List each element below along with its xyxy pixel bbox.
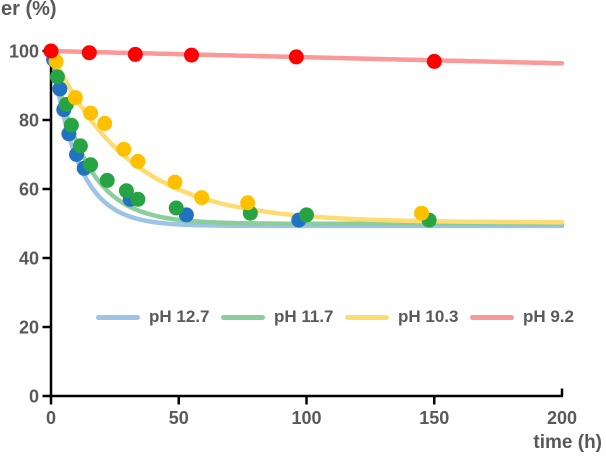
y-tick-label: 80 bbox=[19, 111, 39, 131]
legend-item-ph-10-3: pH 10.3 bbox=[345, 307, 458, 327]
data-point-ph-11-7 bbox=[72, 138, 88, 154]
legend-line-swatch bbox=[96, 314, 140, 320]
legend-line-swatch bbox=[469, 314, 514, 320]
y-tick-label: 20 bbox=[19, 318, 39, 338]
legend-item-ph-12-7: pH 12.7 bbox=[96, 307, 209, 327]
data-point-ph-10-3 bbox=[130, 153, 146, 169]
legend-label: pH 12.7 bbox=[149, 307, 210, 326]
data-point-ph-10-3 bbox=[194, 190, 210, 206]
legend-line-swatch bbox=[220, 314, 265, 320]
legend-line-swatch bbox=[345, 314, 389, 320]
data-point-ph-10-3 bbox=[97, 115, 113, 131]
data-point-ph-10-3 bbox=[67, 90, 83, 106]
x-tick-label: 0 bbox=[46, 408, 56, 428]
data-point-ph-10-3 bbox=[414, 205, 429, 221]
trend-line-ph-9-2 bbox=[48, 48, 565, 66]
y-axis-title: er (%) bbox=[1, 0, 57, 20]
data-point-ph-11-7 bbox=[299, 207, 314, 223]
y-tick-label: 100 bbox=[9, 42, 39, 62]
data-point-ph-11-7 bbox=[83, 157, 99, 173]
legend-label: pH 9.2 bbox=[522, 307, 574, 326]
y-tick-label: 60 bbox=[19, 180, 39, 200]
legend-label: pH 11.7 bbox=[273, 307, 334, 326]
x-tick-label: 100 bbox=[291, 408, 321, 428]
data-point-ph-9-2 bbox=[127, 46, 143, 62]
data-point-ph-11-7 bbox=[99, 172, 115, 188]
legend: pH 12.7 pH 11.7 pH 10.3 pH 9.2 bbox=[96, 306, 574, 328]
data-point-ph-11-7 bbox=[168, 200, 184, 216]
x-axis-title: time (h) bbox=[533, 432, 602, 453]
x-tick-label: 150 bbox=[419, 408, 449, 428]
y-tick-label: 40 bbox=[19, 249, 39, 269]
data-point-ph-9-2 bbox=[184, 47, 199, 63]
data-point-ph-9-2 bbox=[81, 45, 97, 61]
data-point-ph-11-7 bbox=[118, 183, 134, 199]
data-point-ph-11-7 bbox=[63, 117, 79, 133]
data-point-ph-9-2 bbox=[426, 53, 442, 69]
legend-label: pH 10.3 bbox=[398, 307, 459, 326]
y-tick-label: 0 bbox=[29, 387, 39, 407]
data-point-ph-10-3 bbox=[167, 174, 183, 190]
x-tick-label: 50 bbox=[169, 408, 189, 428]
data-point-ph-12-7 bbox=[52, 81, 68, 97]
legend-item-ph-9-2: pH 9.2 bbox=[469, 307, 574, 327]
data-point-ph-11-7 bbox=[49, 69, 65, 85]
data-point-ph-9-2 bbox=[288, 49, 304, 65]
data-point-ph-9-2 bbox=[43, 43, 59, 59]
x-tick-label: 200 bbox=[547, 408, 577, 428]
data-point-ph-11-7 bbox=[130, 191, 146, 207]
data-point-ph-10-3 bbox=[116, 141, 132, 157]
data-point-ph-10-3 bbox=[240, 195, 256, 211]
data-point-ph-10-3 bbox=[83, 105, 99, 121]
legend-item-ph-11-7: pH 11.7 bbox=[220, 307, 334, 327]
